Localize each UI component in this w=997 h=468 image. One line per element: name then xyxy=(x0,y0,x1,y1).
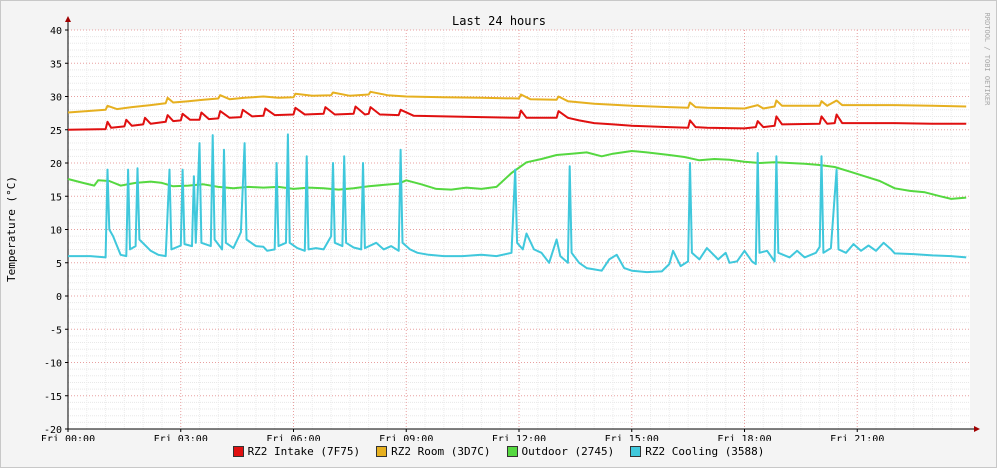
legend-label: Outdoor (2745) xyxy=(521,445,615,458)
x-tick-label: Fri 12:00 xyxy=(492,434,546,441)
legend-label: RZ2 Intake (7F75) xyxy=(247,445,361,458)
legend-item: Outdoor (2745) xyxy=(506,445,615,458)
grid xyxy=(67,29,970,430)
legend-label: RZ2 Cooling (3588) xyxy=(645,445,765,458)
series-line-4 xyxy=(68,133,967,274)
y-tick-label: -10 xyxy=(44,359,62,370)
axes xyxy=(65,16,980,432)
y-axis-label: Temperature (°C) xyxy=(5,176,18,282)
legend-swatch xyxy=(506,446,518,457)
x-tick-label: Fri 03:00 xyxy=(154,434,208,441)
y-tick-label: 15 xyxy=(50,192,62,203)
series-line-2 xyxy=(67,90,967,114)
x-axis-arrow xyxy=(974,426,980,432)
y-tick-label: -20 xyxy=(44,425,62,436)
y-tick-label: 40 xyxy=(50,26,62,37)
chart-title: Last 24 hours xyxy=(452,14,546,28)
y-axis-arrow xyxy=(65,16,71,22)
y-tick-label: 10 xyxy=(50,226,62,237)
y-tick-label: 0 xyxy=(56,292,62,303)
y-tick-label: -15 xyxy=(44,392,62,403)
series-line-1 xyxy=(67,105,967,131)
x-tick-label: Fri 21:00 xyxy=(830,434,884,441)
x-tick-label: Fri 15:00 xyxy=(605,434,659,441)
x-tick-label: Fri 06:00 xyxy=(266,434,320,441)
legend-item: RZ2 Intake (7F75) xyxy=(232,445,361,458)
y-tick-label: 5 xyxy=(56,259,62,270)
x-tick-label: Fri 00:00 xyxy=(41,434,95,441)
y-tick-label: 30 xyxy=(50,93,62,104)
y-tick-labels: 40 35 30 25 20 15 10 5 0 -5 -10 -15 -20 xyxy=(44,26,68,436)
series-lines xyxy=(67,90,967,274)
y-tick-label: -5 xyxy=(50,325,62,336)
legend-item: RZ2 Cooling (3588) xyxy=(630,445,764,458)
x-tick-label: Fri 18:00 xyxy=(717,434,771,441)
legend-label: RZ2 Room (3D7C) xyxy=(391,445,491,458)
y-tick-label: 35 xyxy=(50,59,62,70)
legend-swatch xyxy=(232,446,244,457)
y-tick-label: 25 xyxy=(50,126,62,137)
watermark: RRDTOOL / TOBI OETIKER xyxy=(983,13,991,107)
legend-swatch xyxy=(630,446,642,457)
x-tick-label: Fri 09:00 xyxy=(379,434,433,441)
legend-swatch xyxy=(376,446,388,457)
y-tick-label: 20 xyxy=(50,159,62,170)
legend: RZ2 Intake (7F75) RZ2 Room (3D7C) Outdoor … xyxy=(1,445,996,458)
legend-item: RZ2 Room (3D7C) xyxy=(376,445,491,458)
x-tick-labels: Fri 00:00 Fri 03:00 Fri 06:00 Fri 09:00 Fri … xyxy=(41,429,884,441)
